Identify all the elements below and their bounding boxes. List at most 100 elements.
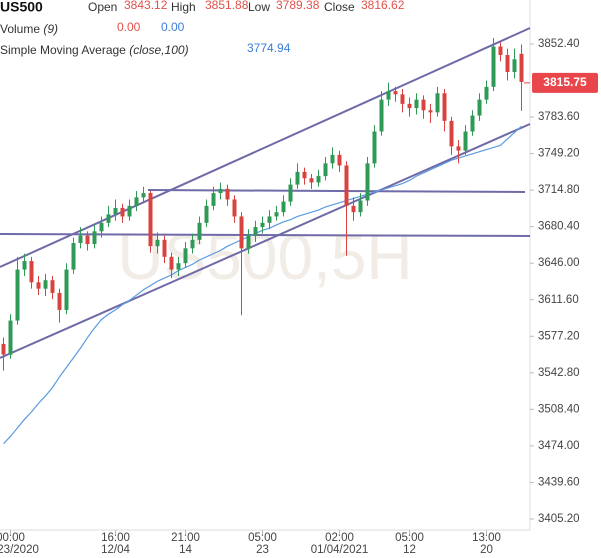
- trend-line: [0, 123, 531, 359]
- x-tick-label: 16:00: [101, 532, 130, 544]
- x-tick-label: 00:00: [0, 532, 25, 544]
- trend-line: [0, 27, 531, 268]
- volume-value: 0.00: [117, 20, 141, 34]
- candle-body: [295, 171, 300, 185]
- candle-body: [253, 227, 258, 236]
- candle-body: [358, 200, 363, 213]
- candle-body: [463, 131, 468, 151]
- candle-body: [8, 320, 13, 355]
- candle-body: [148, 193, 153, 247]
- y-tick-label: 3680.40: [538, 221, 580, 233]
- ohlc-value: 3843.12: [124, 0, 168, 12]
- candle-body: [512, 59, 517, 73]
- ohlc-value: 3816.62: [361, 0, 405, 12]
- y-tick-label: 3474.00: [538, 440, 580, 452]
- candle-body: [274, 212, 279, 217]
- y-tick-label: 3405.20: [538, 513, 580, 525]
- y-tick-label: 3749.20: [538, 148, 580, 160]
- candle-body: [127, 205, 132, 217]
- candle-body: [372, 131, 377, 164]
- candle-body: [477, 99, 482, 116]
- symbol-title: US500: [0, 0, 43, 15]
- candle-body: [281, 201, 286, 213]
- candle-body: [421, 99, 426, 111]
- candle-body: [449, 120, 454, 147]
- candle-body: [29, 261, 34, 283]
- y-tick-label: 3646.00: [538, 257, 580, 269]
- candle-body: [113, 207, 118, 215]
- last-price-box: [532, 72, 598, 93]
- candle-body: [428, 110, 433, 113]
- candle-body: [204, 205, 209, 223]
- y-tick-label: 3508.40: [538, 403, 580, 415]
- candle-body: [400, 94, 405, 104]
- candle-body: [344, 165, 349, 206]
- volume-name: Volume: [0, 22, 40, 36]
- x-tick-label: 12/04: [101, 544, 130, 556]
- candle-body: [260, 222, 265, 228]
- candle-body: [43, 280, 48, 289]
- candle-body: [302, 171, 307, 179]
- ohlc-label: High: [171, 0, 196, 14]
- candle-body: [393, 91, 398, 95]
- candle-body: [141, 193, 146, 198]
- ohlc-value: 3789.38: [276, 0, 320, 12]
- candle-body: [15, 269, 20, 321]
- last-price-label: 3815.75: [543, 75, 587, 89]
- candle-body: [36, 282, 41, 289]
- y-tick-label: 3852.40: [538, 38, 580, 50]
- y-tick-label: 3577.20: [538, 330, 580, 342]
- candle-body: [197, 222, 202, 240]
- candle-body: [50, 280, 55, 293]
- candle-body: [414, 99, 419, 109]
- x-tick-label: 13:00: [472, 532, 501, 544]
- horizontal-line: [0, 233, 531, 237]
- candle-body: [323, 163, 328, 177]
- y-tick-label: 3611.60: [538, 294, 579, 306]
- candle-body: [386, 91, 391, 100]
- ohlc-value: 3851.88: [205, 0, 249, 12]
- candle-body: [120, 207, 125, 217]
- x-tick-label: 02:00: [325, 532, 354, 544]
- candle-body: [239, 216, 244, 249]
- candle-body: [22, 261, 27, 270]
- x-tick-label: 05:00: [248, 532, 277, 544]
- candle-body: [225, 188, 230, 200]
- candle-body: [190, 239, 195, 249]
- candle-body: [162, 239, 167, 257]
- candle-body: [519, 53, 524, 82]
- candle-body: [288, 184, 293, 202]
- candle-body: [183, 248, 188, 264]
- candle-body: [78, 235, 83, 244]
- y-tick-label: 3783.60: [538, 111, 580, 123]
- watermark: US500,5H: [117, 221, 412, 293]
- candle-body: [407, 103, 412, 109]
- horizontal-line: [147, 189, 526, 193]
- x-tick-label: 23: [256, 544, 269, 556]
- candle-body: [505, 55, 510, 73]
- candle-body: [246, 235, 251, 249]
- ohlc-label: Open: [88, 0, 117, 14]
- candle-body: [64, 269, 69, 310]
- volume-value: 0.00: [161, 20, 185, 34]
- candle-body: [106, 214, 111, 223]
- candle-body: [309, 178, 314, 183]
- trend-lines: [0, 27, 531, 359]
- candle-body: [176, 263, 181, 270]
- x-tick-label: 21:00: [171, 532, 200, 544]
- candle-body: [351, 205, 356, 213]
- candle-body: [99, 222, 104, 232]
- candle-body: [267, 216, 272, 223]
- candle-body: [456, 146, 461, 151]
- candle-body: [379, 99, 384, 132]
- x-tick-label: 14: [179, 544, 192, 556]
- sma-params: (close,100): [129, 43, 188, 57]
- sma-value: 3774.94: [247, 41, 291, 55]
- y-tick-label: 3542.80: [538, 367, 580, 379]
- ohlc-label: Low: [248, 0, 270, 14]
- candle-body: [211, 193, 216, 206]
- candle-body: [484, 86, 489, 100]
- x-tick-label: 05:00: [395, 532, 424, 544]
- x-tick-label: 01/04/2021: [311, 544, 369, 556]
